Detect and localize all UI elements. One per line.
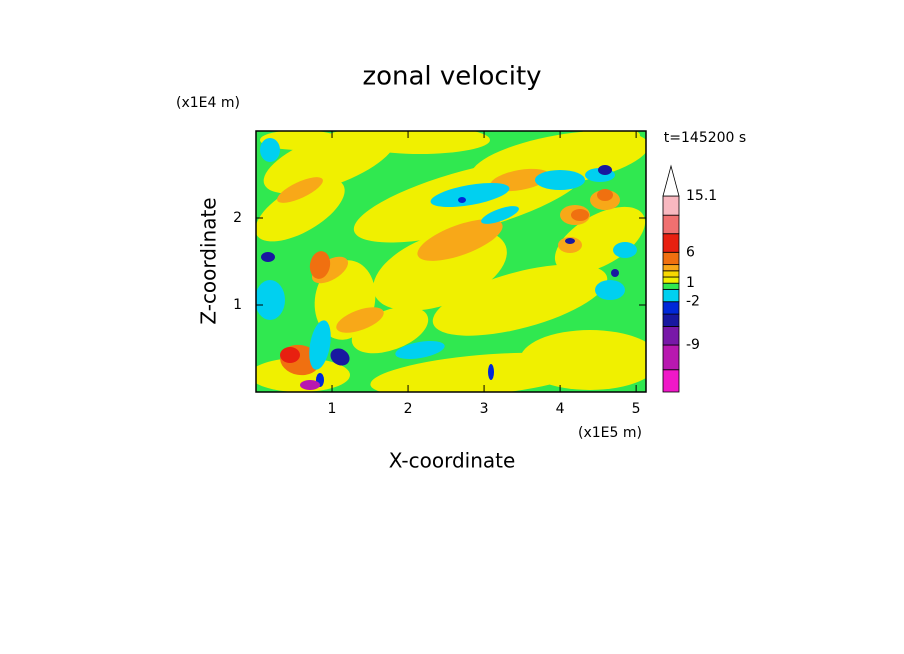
contour-region [458,197,466,203]
contour-region [565,238,575,244]
x-tick-label: 5 [632,401,641,417]
contour-region [309,251,331,279]
colorbar-label: -9 [686,337,700,353]
colorbar-box [662,233,680,253]
contour-region [260,138,280,162]
contour-region [580,131,640,143]
contour-region [280,347,300,363]
x-unit-label: (x1E5 m) [578,425,642,441]
contour-region [395,341,445,359]
contour-region [595,280,625,300]
contour-region [261,252,275,262]
contour-region [256,178,345,242]
contour-region [558,237,582,253]
colorbar-box [662,344,680,371]
contour-region [598,165,612,175]
colorbar-box [662,214,680,235]
contour-region [535,170,585,190]
contour-region [350,131,490,154]
colorbar-extension [662,164,680,197]
colorbar-label: -2 [686,294,700,310]
contour-region [613,242,637,258]
chart-title: zonal velocity [362,62,541,92]
y-tick-label: 1 [233,297,242,313]
y-axis-title: Z-coordinate [197,197,221,324]
contour-region [432,264,608,336]
x-tick-label: 3 [480,401,489,417]
contour-region [430,182,510,208]
colorbar-box [662,313,680,327]
time-label: t=145200 s [664,130,746,146]
contour-region [256,280,285,320]
colorbar-box [662,326,680,346]
colorbar-box [662,270,680,278]
colorbar-box [662,251,680,266]
colorbar-box [662,264,680,272]
y-tick-label: 2 [233,210,242,226]
y-unit-label: (x1E4 m) [176,95,240,111]
x-tick-label: 2 [404,401,413,417]
contour-field [256,131,646,392]
contour-region [488,364,494,380]
contour-region [571,209,589,221]
contour-region [417,219,503,261]
colorbar-box [662,301,680,315]
contour-region [554,206,646,274]
contour-region [330,348,350,366]
contour-region [611,269,619,277]
colorbar-box [662,288,680,303]
x-tick-label: 1 [328,401,337,417]
x-tick-label: 4 [556,401,565,417]
contour-region [277,177,323,203]
contour-region [300,380,320,390]
colorbar-label: 15.1 [686,188,717,204]
contour-region [481,206,519,224]
plot-frame [255,130,647,393]
colorbar-label: 1 [686,275,695,291]
contour-region [260,131,340,150]
colorbar-label: 6 [686,244,695,260]
contour-region [597,189,613,201]
colorbar-box [662,369,680,393]
x-axis-title: X-coordinate [389,449,516,473]
colorbar-box [662,195,680,216]
contour-region [336,307,384,333]
colorbar-box [662,282,680,290]
contour-region [309,320,331,370]
colorbar-box [662,276,680,284]
contour-region [370,352,590,392]
